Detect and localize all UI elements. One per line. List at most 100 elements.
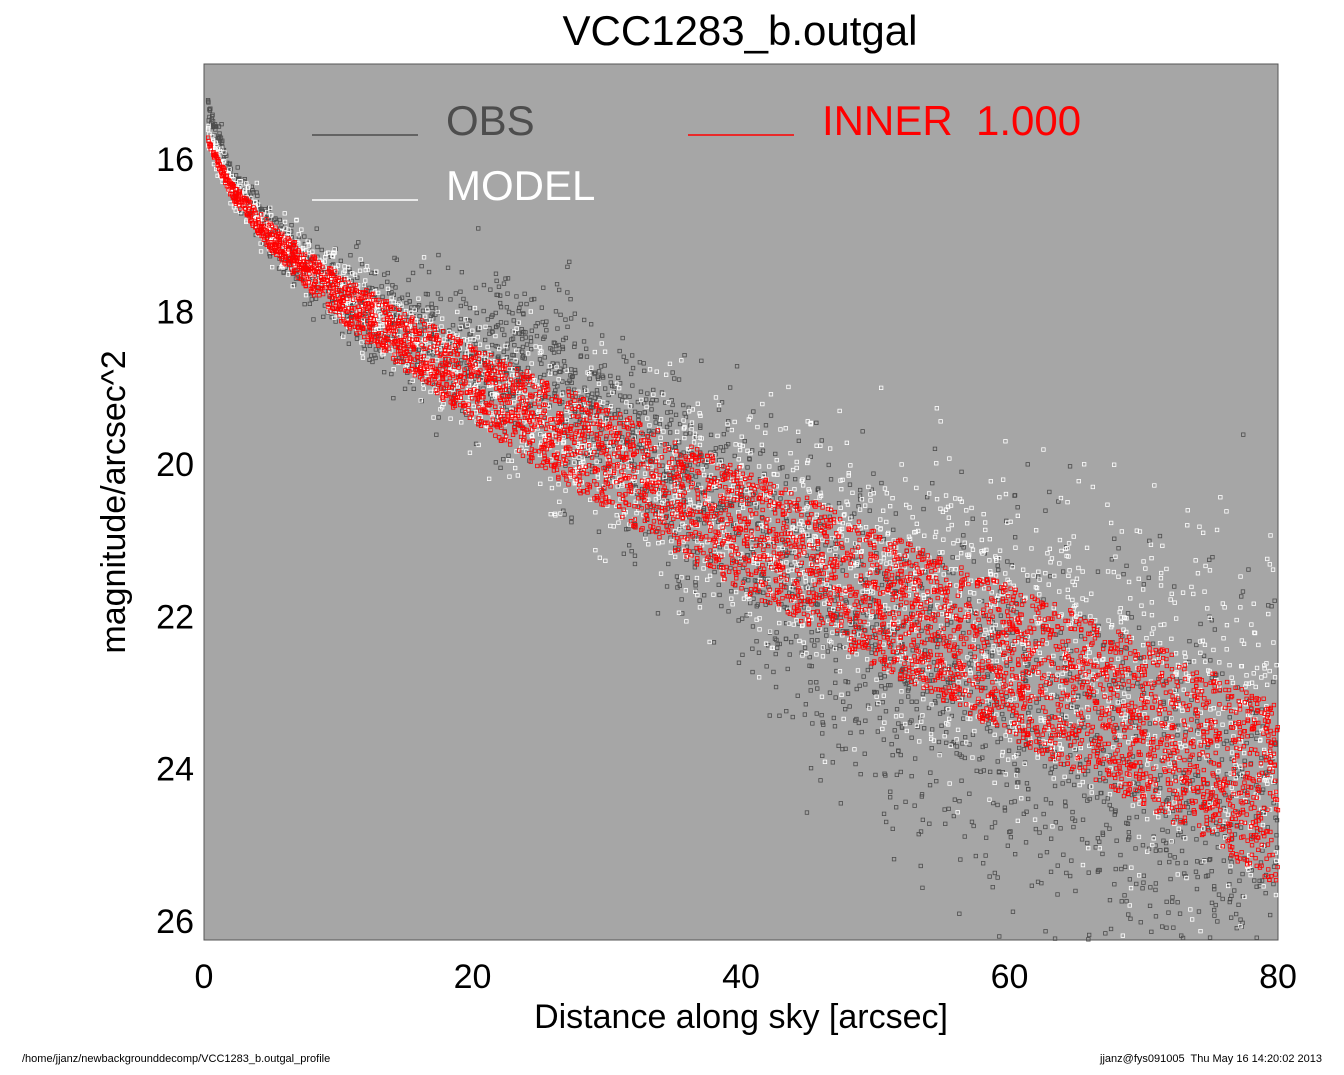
- obs-point: [808, 688, 813, 693]
- obs-point: [367, 343, 373, 349]
- obs-point: [511, 318, 516, 323]
- obs-point: [1158, 773, 1163, 778]
- obs-point: [277, 217, 282, 223]
- obs-point: [1221, 741, 1227, 746]
- obs-point: [935, 644, 940, 650]
- obs-point: [372, 353, 377, 358]
- obs-point: [1044, 850, 1050, 855]
- obs-point: [1239, 594, 1244, 599]
- obs-point: [629, 549, 634, 554]
- obs-point: [529, 328, 534, 333]
- obs-point: [830, 760, 835, 765]
- obs-point: [596, 529, 602, 534]
- obs-point: [517, 331, 522, 336]
- obs-point: [812, 643, 817, 648]
- obs-point: [520, 349, 525, 355]
- obs-point: [582, 387, 588, 393]
- obs-point: [777, 466, 783, 471]
- obs-point: [937, 551, 942, 556]
- obs-point: [1114, 838, 1119, 843]
- obs-point: [1103, 778, 1108, 784]
- obs-point: [553, 388, 558, 393]
- obs-point: [1163, 840, 1169, 846]
- obs-point: [493, 343, 499, 349]
- obs-point: [900, 642, 905, 647]
- obs-point: [529, 297, 534, 302]
- obs-point: [930, 480, 935, 486]
- obs-point: [436, 415, 441, 420]
- obs-point: [867, 508, 872, 513]
- obs-point: [649, 407, 654, 412]
- obs-point: [481, 308, 486, 314]
- obs-point: [1138, 920, 1143, 925]
- obs-point: [1146, 575, 1151, 580]
- obs-point: [790, 714, 795, 720]
- obs-point: [1141, 582, 1146, 587]
- obs-point: [250, 187, 255, 193]
- obs-point: [862, 751, 867, 756]
- obs-point: [669, 397, 674, 403]
- obs-point: [419, 398, 425, 404]
- obs-point: [1085, 768, 1091, 774]
- obs-point: [1212, 887, 1217, 892]
- obs-point: [1004, 663, 1009, 668]
- obs-point: [973, 853, 978, 859]
- obs-point: [1179, 679, 1184, 684]
- obs-point: [645, 508, 650, 514]
- obs-point: [814, 420, 819, 426]
- obs-point: [894, 805, 899, 810]
- obs-point: [506, 388, 512, 393]
- obs-point: [834, 646, 839, 651]
- obs-point: [819, 438, 824, 443]
- obs-point: [942, 807, 947, 812]
- obs-point: [646, 428, 652, 434]
- obs-point: [879, 582, 885, 588]
- obs-point: [673, 444, 678, 450]
- obs-point: [756, 650, 762, 655]
- obs-point: [1110, 640, 1115, 645]
- obs-point: [1063, 804, 1068, 809]
- obs-point: [858, 772, 863, 777]
- obs-point: [645, 391, 650, 396]
- obs-point: [1187, 810, 1192, 816]
- obs-point: [637, 410, 642, 416]
- obs-point: [1121, 572, 1126, 577]
- obs-point: [1053, 820, 1058, 825]
- obs-point: [1212, 907, 1217, 913]
- obs-point: [1043, 824, 1048, 830]
- obs-point: [860, 530, 865, 536]
- obs-point: [1036, 708, 1041, 713]
- obs-point: [971, 559, 976, 564]
- obs-point: [565, 290, 570, 295]
- obs-point: [883, 686, 888, 691]
- obs-point: [386, 291, 392, 296]
- obs-point: [622, 394, 628, 399]
- obs-point: [716, 505, 721, 510]
- obs-point: [1209, 900, 1215, 905]
- obs-point: [1163, 716, 1169, 721]
- obs-point: [1193, 772, 1198, 777]
- obs-point: [980, 744, 985, 750]
- obs-point: [1240, 871, 1245, 877]
- obs-point: [684, 544, 690, 549]
- obs-point: [1246, 567, 1251, 572]
- obs-point: [461, 296, 466, 302]
- obs-point: [848, 730, 853, 735]
- obs-point: [983, 743, 988, 748]
- obs-point: [877, 715, 882, 721]
- obs-point: [981, 861, 986, 866]
- obs-point: [1067, 464, 1073, 469]
- obs-point: [557, 287, 562, 293]
- obs-point: [759, 515, 765, 520]
- obs-point: [1112, 882, 1117, 887]
- obs-point: [1140, 843, 1146, 848]
- obs-point: [618, 393, 623, 398]
- obs-point: [912, 803, 917, 808]
- obs-point: [856, 557, 861, 562]
- obs-point: [1215, 919, 1220, 924]
- obs-point: [1005, 559, 1010, 564]
- obs-point: [966, 661, 972, 666]
- obs-point: [807, 663, 812, 668]
- obs-point: [796, 621, 801, 626]
